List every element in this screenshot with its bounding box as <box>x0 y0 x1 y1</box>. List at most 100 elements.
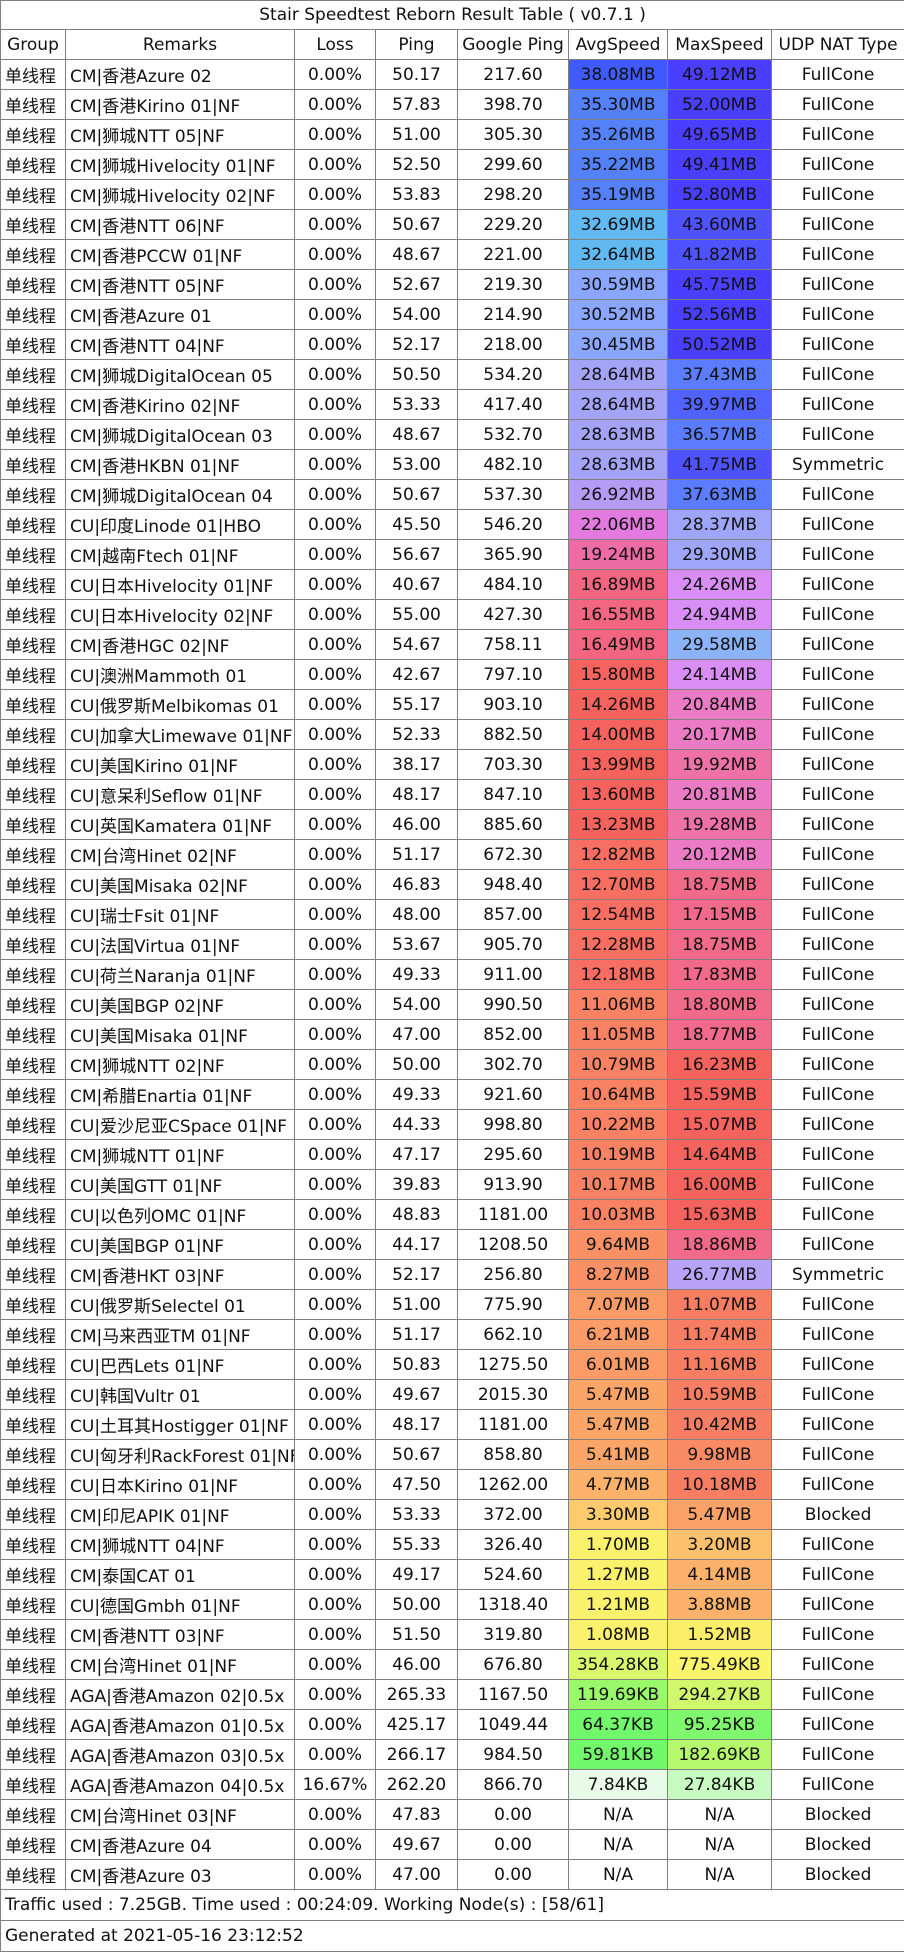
cell-udp-nat-type: Blocked <box>772 1800 904 1830</box>
cell-ping: 51.50 <box>376 1620 458 1650</box>
cell-remarks: CU|俄罗斯Selectel 01 <box>66 1290 295 1320</box>
cell-remarks: CM|香港HKBN 01|NF <box>66 450 295 480</box>
cell-loss: 0.00% <box>295 1410 376 1440</box>
cell-group: 单线程 <box>1 1350 66 1380</box>
cell-loss: 0.00% <box>295 1260 376 1290</box>
cell-ping: 48.67 <box>376 420 458 450</box>
cell-group: 单线程 <box>1 1380 66 1410</box>
cell-google-ping: 866.70 <box>458 1770 569 1800</box>
cell-remarks: CU|爱沙尼亚CSpace 01|NF <box>66 1110 295 1140</box>
cell-udp-nat-type: FullCone <box>772 900 904 930</box>
cell-loss: 0.00% <box>295 1740 376 1770</box>
cell-loss: 16.67% <box>295 1770 376 1800</box>
cell-ping: 55.00 <box>376 600 458 630</box>
cell-group: 单线程 <box>1 1440 66 1470</box>
cell-google-ping: 676.80 <box>458 1650 569 1680</box>
cell-max-speed: 52.56MB <box>668 300 772 330</box>
cell-remarks: AGA|香港Amazon 03|0.5x <box>66 1740 295 1770</box>
cell-google-ping: 998.80 <box>458 1110 569 1140</box>
cell-udp-nat-type: FullCone <box>772 1740 904 1770</box>
cell-google-ping: 532.70 <box>458 420 569 450</box>
cell-udp-nat-type: FullCone <box>772 1710 904 1740</box>
cell-udp-nat-type: FullCone <box>772 1140 904 1170</box>
cell-loss: 0.00% <box>295 1830 376 1860</box>
cell-ping: 50.83 <box>376 1350 458 1380</box>
cell-remarks: CU|瑞士Fsit 01|NF <box>66 900 295 930</box>
cell-udp-nat-type: FullCone <box>772 1020 904 1050</box>
cell-google-ping: 885.60 <box>458 810 569 840</box>
cell-max-speed: 9.98MB <box>668 1440 772 1470</box>
cell-remarks: CU|日本Kirino 01|NF <box>66 1470 295 1500</box>
cell-google-ping: 229.20 <box>458 210 569 240</box>
cell-remarks: CM|香港HKT 03|NF <box>66 1260 295 1290</box>
header-udp-nat-type: UDP NAT Type <box>772 30 904 60</box>
table-title: Stair Speedtest Reborn Result Table ( v0… <box>1 1 904 30</box>
cell-avg-speed: 30.45MB <box>569 330 668 360</box>
cell-avg-speed: 7.84KB <box>569 1770 668 1800</box>
cell-remarks: CM|越南Ftech 01|NF <box>66 540 295 570</box>
cell-loss: 0.00% <box>295 120 376 150</box>
cell-udp-nat-type: FullCone <box>772 1350 904 1380</box>
cell-max-speed: 11.07MB <box>668 1290 772 1320</box>
cell-max-speed: 16.00MB <box>668 1170 772 1200</box>
cell-group: 单线程 <box>1 210 66 240</box>
cell-udp-nat-type: FullCone <box>772 1290 904 1320</box>
cell-loss: 0.00% <box>295 600 376 630</box>
cell-udp-nat-type: FullCone <box>772 600 904 630</box>
cell-ping: 39.83 <box>376 1170 458 1200</box>
cell-avg-speed: 13.99MB <box>569 750 668 780</box>
cell-google-ping: 1318.40 <box>458 1590 569 1620</box>
cell-max-speed: 29.58MB <box>668 630 772 660</box>
cell-max-speed: 24.14MB <box>668 660 772 690</box>
cell-google-ping: 847.10 <box>458 780 569 810</box>
cell-group: 单线程 <box>1 1260 66 1290</box>
cell-max-speed: 18.75MB <box>668 870 772 900</box>
cell-remarks: CM|台湾Hinet 02|NF <box>66 840 295 870</box>
cell-remarks: CU|美国BGP 01|NF <box>66 1230 295 1260</box>
cell-avg-speed: N/A <box>569 1860 668 1890</box>
cell-udp-nat-type: FullCone <box>772 960 904 990</box>
cell-google-ping: 758.11 <box>458 630 569 660</box>
cell-google-ping: 990.50 <box>458 990 569 1020</box>
cell-avg-speed: 12.28MB <box>569 930 668 960</box>
cell-udp-nat-type: FullCone <box>772 750 904 780</box>
cell-udp-nat-type: Blocked <box>772 1500 904 1530</box>
header-max-speed: MaxSpeed <box>668 30 772 60</box>
cell-ping: 55.17 <box>376 690 458 720</box>
cell-udp-nat-type: FullCone <box>772 570 904 600</box>
cell-max-speed: 49.65MB <box>668 120 772 150</box>
cell-remarks: CM|香港Azure 01 <box>66 300 295 330</box>
cell-google-ping: 775.90 <box>458 1290 569 1320</box>
cell-avg-speed: 19.24MB <box>569 540 668 570</box>
cell-group: 单线程 <box>1 780 66 810</box>
cell-avg-speed: 59.81KB <box>569 1740 668 1770</box>
cell-max-speed: 10.18MB <box>668 1470 772 1500</box>
cell-group: 单线程 <box>1 180 66 210</box>
cell-udp-nat-type: FullCone <box>772 510 904 540</box>
generated-timestamp: Generated at 2021-05-16 23:12:52 <box>1 1921 904 1952</box>
cell-udp-nat-type: FullCone <box>772 990 904 1020</box>
cell-ping: 50.67 <box>376 210 458 240</box>
cell-avg-speed: 16.55MB <box>569 600 668 630</box>
cell-loss: 0.00% <box>295 900 376 930</box>
cell-udp-nat-type: Blocked <box>772 1860 904 1890</box>
cell-group: 单线程 <box>1 1230 66 1260</box>
cell-ping: 47.00 <box>376 1020 458 1050</box>
cell-loss: 0.00% <box>295 1320 376 1350</box>
cell-google-ping: 1049.44 <box>458 1710 569 1740</box>
cell-loss: 0.00% <box>295 1680 376 1710</box>
cell-loss: 0.00% <box>295 1020 376 1050</box>
cell-loss: 0.00% <box>295 150 376 180</box>
cell-ping: 48.83 <box>376 1200 458 1230</box>
cell-avg-speed: 14.26MB <box>569 690 668 720</box>
cell-udp-nat-type: FullCone <box>772 480 904 510</box>
